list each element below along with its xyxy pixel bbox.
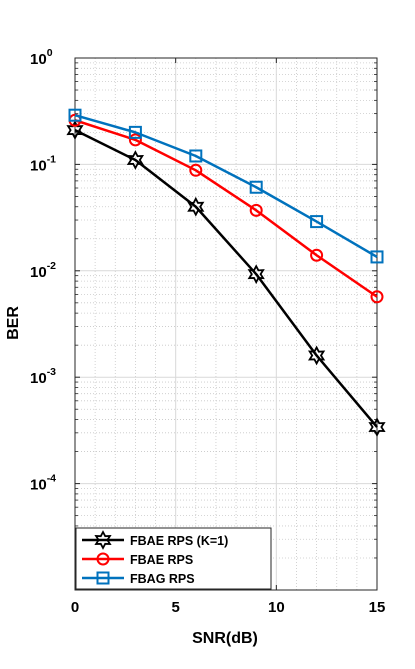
legend-entry: FBAE RPS [82, 552, 193, 567]
series-2 [68, 113, 384, 304]
y-tick-label: 10-4 [30, 473, 56, 494]
legend-label: FBAG RPS [130, 572, 195, 586]
y-tick-label: 100 [30, 47, 53, 68]
y-axis-label: BER [5, 306, 22, 340]
data-point [249, 180, 263, 194]
data-point [126, 150, 145, 170]
legend-entry: FBAG RPS [82, 571, 195, 586]
data-point [247, 264, 265, 285]
data-point [307, 345, 326, 366]
y-tick-label: 10-3 [30, 366, 56, 387]
data-point [187, 196, 205, 217]
series-line [74, 113, 378, 259]
data-point [128, 125, 142, 139]
data-point [189, 149, 203, 163]
legend-marker [96, 571, 110, 585]
x-tick-label: 10 [268, 599, 285, 616]
legend-label: FBAE RPS (K=1) [130, 534, 228, 548]
plot-frame [74, 57, 378, 591]
data-point [310, 215, 324, 229]
series-3 [68, 108, 384, 264]
data-point [368, 417, 386, 437]
y-tick-label: 10-1 [30, 153, 56, 174]
data-point [189, 163, 203, 177]
grid-layer [74, 57, 378, 591]
legend: FBAE RPS (K=1) FBAE RPS FBAG RPS [75, 527, 272, 590]
x-tick-label: 5 [171, 599, 179, 616]
data-point [68, 108, 82, 122]
legend-marker [94, 530, 112, 550]
data-point [310, 248, 324, 262]
y-tick-label: 10-2 [30, 260, 56, 281]
legend-marker [96, 552, 110, 566]
series-line [74, 128, 378, 428]
legend-entry: FBAE RPS (K=1) [82, 530, 228, 550]
axes-layer: 0 5 10 15 100 10-1 10-2 10-3 10-4 [30, 47, 385, 616]
legend-label: FBAE RPS [130, 553, 193, 567]
data-point [128, 133, 142, 147]
data-point [249, 203, 263, 217]
data-point [370, 290, 384, 304]
data-point [370, 250, 384, 264]
series-1 [66, 120, 386, 437]
series-layer [66, 108, 386, 437]
series-line [74, 119, 378, 298]
x-tick-label: 15 [369, 599, 386, 616]
data-point [66, 120, 84, 141]
x-axis-label: SNR(dB) [192, 630, 258, 647]
x-tick-label: 0 [71, 599, 79, 616]
plot-background [75, 58, 377, 590]
